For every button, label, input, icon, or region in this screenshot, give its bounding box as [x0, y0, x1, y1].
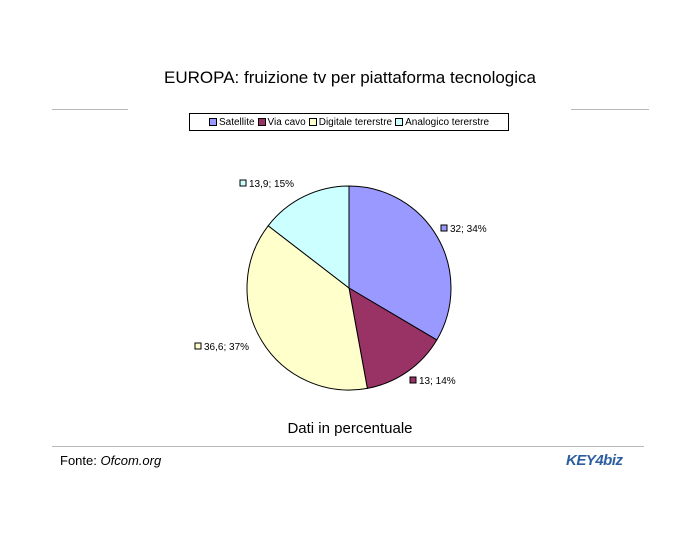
source-label: Fonte: — [60, 453, 97, 468]
slice-label-analogico-tererstre: 13,9; 15% — [239, 179, 294, 190]
legend-item-analogico-tererstre: Analogico tererstre — [395, 117, 489, 128]
slice-label-swatch — [239, 179, 247, 187]
legend-swatch — [308, 118, 317, 126]
chart-title: EUROPA: fruizione tv per piattaforma tec… — [164, 68, 536, 87]
key4biz-logo: KEY4biz — [566, 452, 642, 472]
chart-legend: Satellite Via cavo Digitale tererstre An… — [189, 113, 509, 131]
slice-label-text: 13; 14% — [419, 376, 456, 387]
footer-divider — [52, 446, 644, 447]
slice-label-text: 36,6; 37% — [204, 342, 249, 353]
legend-label: Satellite — [218, 116, 255, 128]
logo-text: KEY4biz — [566, 452, 623, 469]
header-divider-right — [571, 109, 649, 110]
slice-label-text: 13,9; 15% — [249, 179, 294, 190]
source-note: Fonte: Ofcom.org — [60, 453, 161, 468]
slice-label-swatch — [440, 224, 448, 232]
slice-label-digitale-tererstre: 36,6; 37% — [194, 342, 249, 353]
slice-label-swatch — [194, 342, 202, 350]
legend-label: Analogico tererstre — [405, 116, 490, 128]
legend-label: Via cavo — [267, 116, 306, 128]
chart-caption: Dati in percentuale — [287, 420, 413, 437]
legend-swatch — [257, 118, 266, 126]
slice-label-text: 32; 34% — [450, 224, 487, 235]
slice-label-satellite: 32; 34% — [440, 224, 487, 235]
legend-item-digitale-tererstre: Digitale tererstre — [308, 116, 393, 128]
pie-slice-via-cavo — [348, 287, 438, 389]
slice-label-swatch — [409, 376, 417, 384]
pie-slice-digitale-tererstre — [246, 225, 368, 391]
header-divider-left — [52, 109, 128, 110]
source-value: Ofcom.org — [100, 453, 162, 468]
pie-slice-analogico-tererstre — [267, 185, 350, 290]
slice-label-via-cavo: 13; 14% — [409, 376, 456, 387]
pie-slice-satellite — [348, 185, 452, 341]
legend-item-via-cavo: Via cavo — [257, 116, 306, 128]
legend-swatch — [208, 118, 217, 126]
legend-label: Digitale tererstre — [318, 116, 393, 128]
legend-swatch — [395, 118, 404, 126]
legend-item-satellite: Satellite — [208, 116, 255, 128]
